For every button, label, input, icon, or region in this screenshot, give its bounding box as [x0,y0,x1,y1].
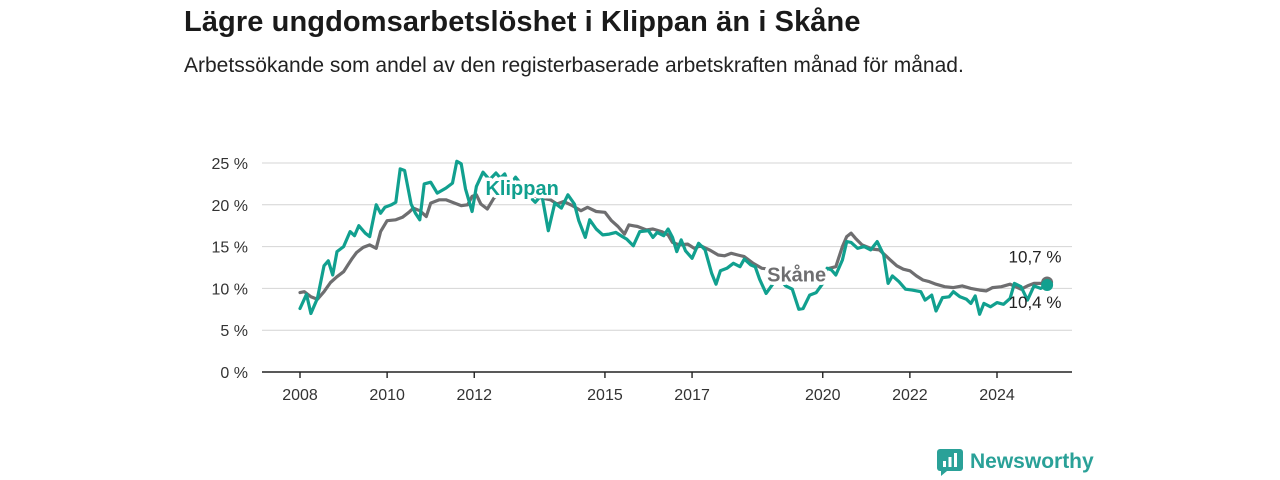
y-tick-label: 0 % [220,365,248,382]
x-tick-label: 2012 [456,387,492,404]
y-tick-label: 25 % [212,156,248,173]
x-tick-label: 2010 [369,387,405,404]
y-axis-ticks: 0 % 5 % 10 % 15 % 20 % 25 % [212,156,248,382]
newsworthy-logo-icon [937,449,963,476]
series-label-klippan: Klippan [485,178,558,200]
y-tick-label: 20 % [212,198,248,215]
x-tick-label: 2022 [892,387,928,404]
x-tick-label: 2008 [282,387,318,404]
x-axis: 2008 2010 2012 2015 2017 2020 2022 2024 [262,371,1072,404]
chart-title: Lägre ungdomsarbetslöshet i Klippan än i… [184,6,861,38]
end-value-label-klippan: 10,4 % [1009,293,1062,312]
x-tick-label: 2020 [805,387,841,404]
x-tick-label: 2015 [587,387,623,404]
end-value-label-skane: 10,7 % [1009,248,1062,267]
y-tick-label: 10 % [212,281,248,298]
endpoint-marker [1041,279,1054,292]
series-line-klippan [298,159,1049,316]
x-tick-label: 2017 [674,387,710,404]
series-label-skne: Skåne [767,264,826,287]
series-labels: Klippan Skåne 10,7 % 10,4 % [482,174,1062,312]
y-tick-label: 5 % [220,323,248,340]
y-tick-label: 15 % [212,240,248,257]
newsworthy-logo-text: Newsworthy [970,450,1094,473]
gridlines [262,162,1072,331]
series-lines [298,159,1054,316]
x-tick-label: 2024 [979,387,1015,404]
line-chart: 0 %5 %10 %15 %20 %25 % 2008 2010 2012 2015 2… [212,156,1072,404]
chart-subtitle: Arbetssökande som andel av den registerb… [184,54,964,77]
series-line-skne [298,189,1049,301]
newsworthy-logo: Newsworthy [936,448,1094,476]
